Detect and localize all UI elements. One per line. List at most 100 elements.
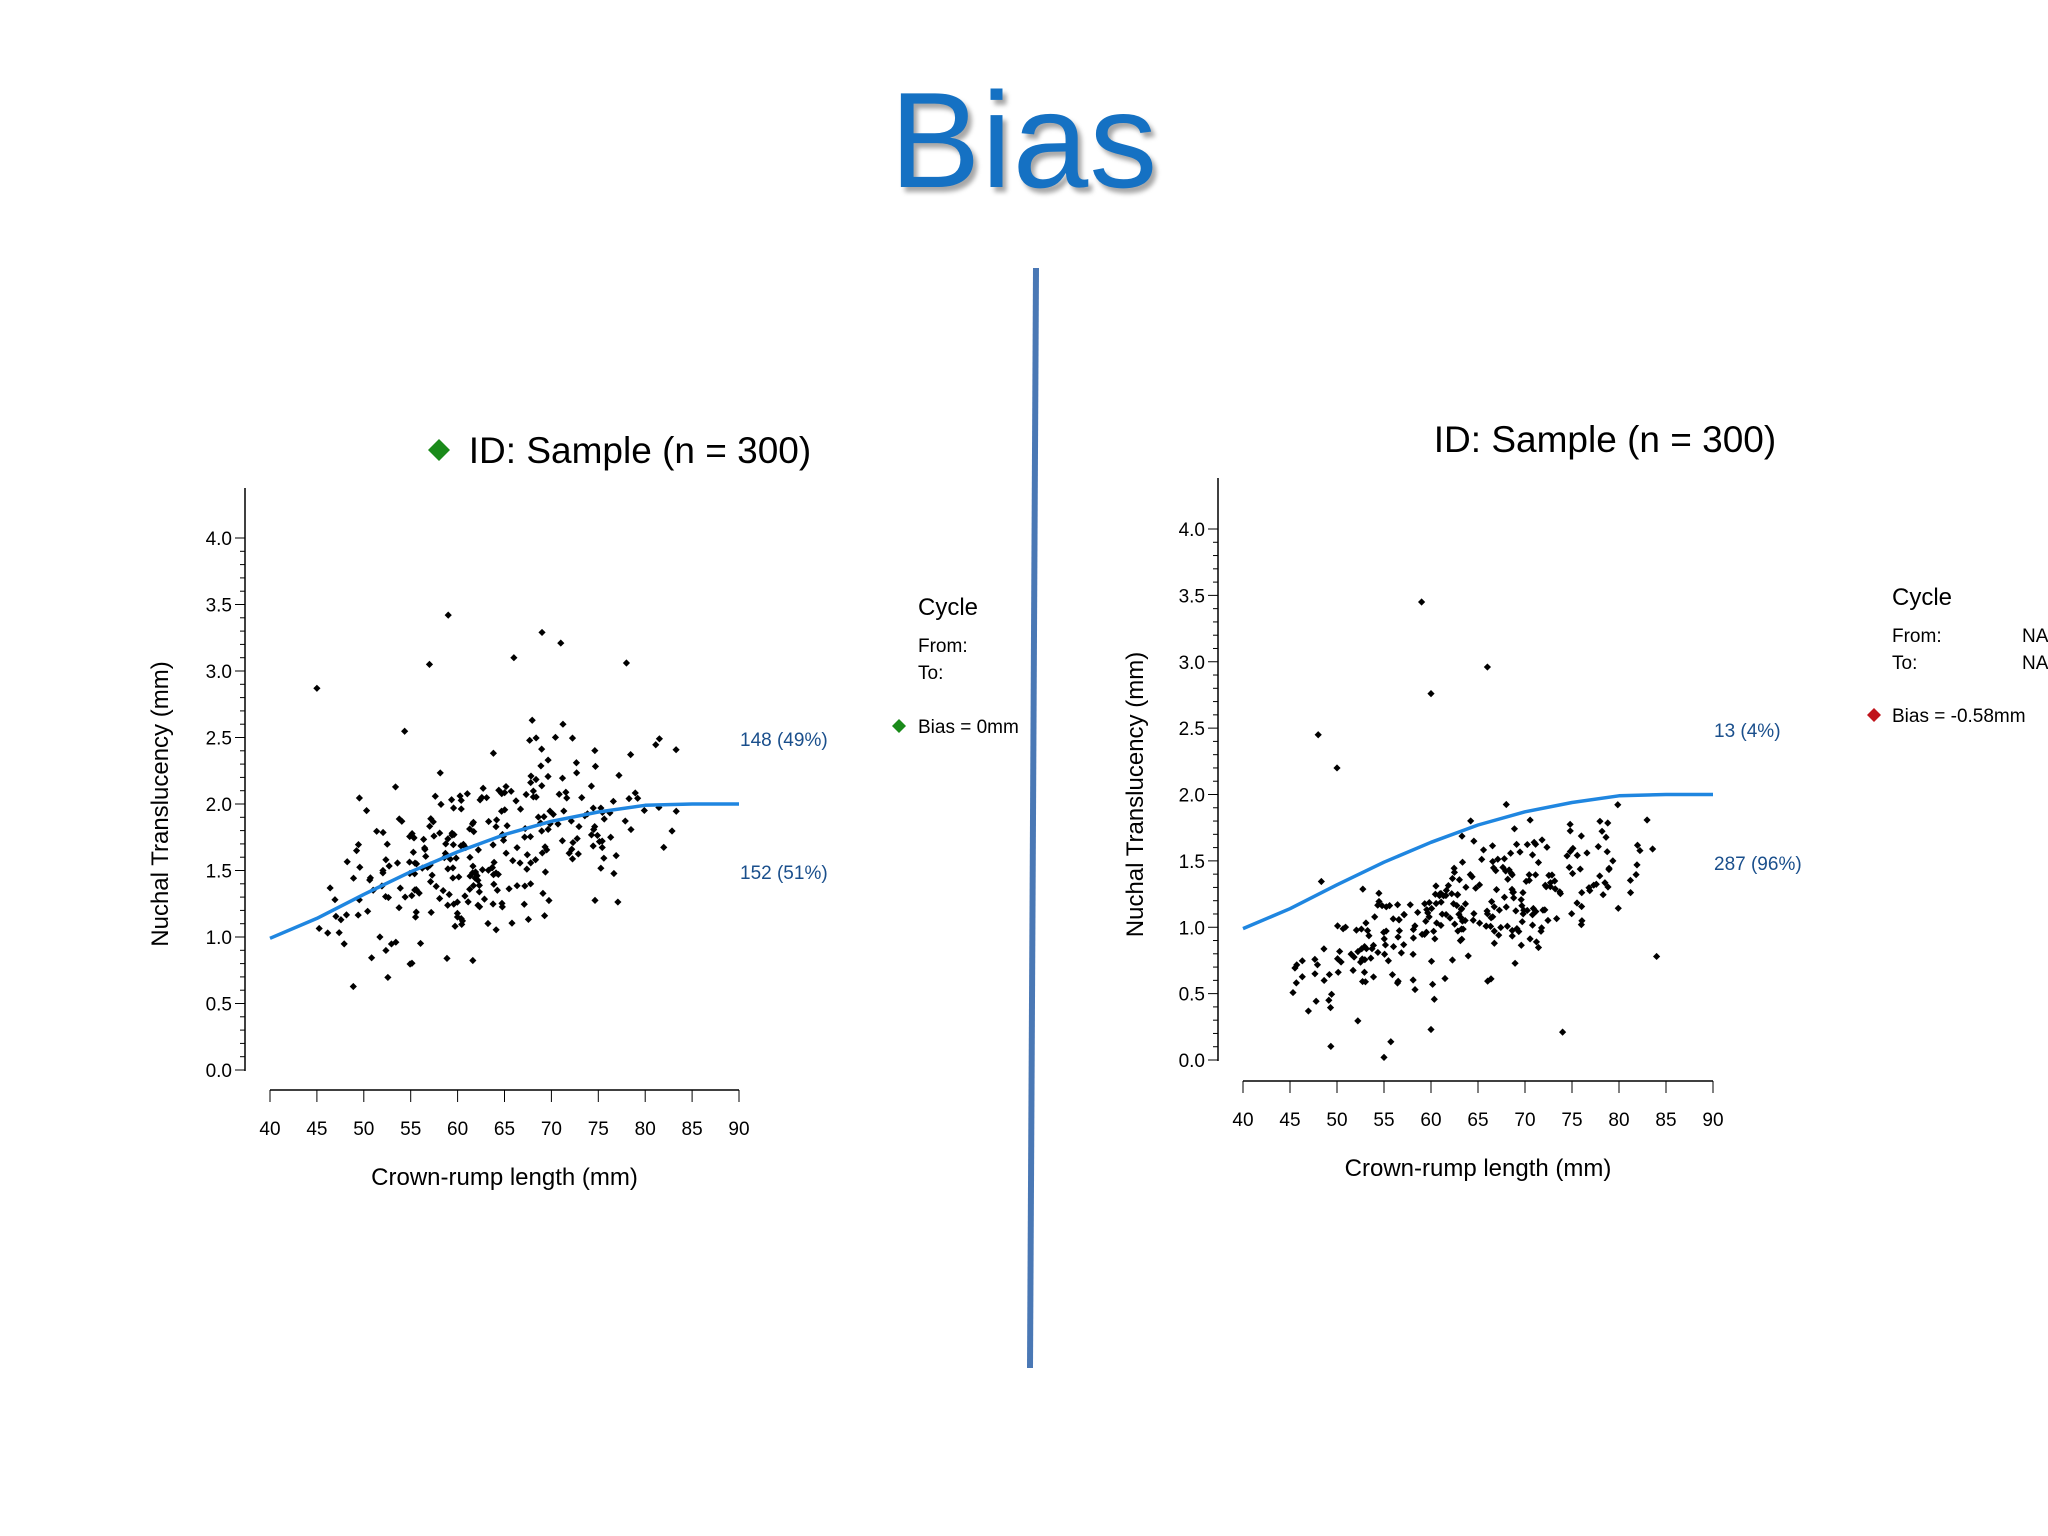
data-point bbox=[1500, 893, 1509, 901]
data-point bbox=[1414, 908, 1422, 917]
data-point bbox=[443, 954, 451, 962]
data-point bbox=[1653, 952, 1661, 961]
data-point bbox=[349, 982, 357, 991]
data-point bbox=[1449, 900, 1458, 908]
data-point bbox=[668, 827, 676, 835]
data-point bbox=[538, 849, 546, 857]
title-marker-diamond bbox=[428, 439, 450, 461]
y-tick-label: 2.0 bbox=[1179, 786, 1205, 807]
data-point bbox=[1380, 1053, 1388, 1061]
data-point bbox=[513, 882, 521, 890]
data-point bbox=[489, 900, 497, 908]
data-point bbox=[1569, 844, 1577, 852]
data-point bbox=[1349, 966, 1357, 974]
data-point bbox=[426, 878, 435, 886]
data-point bbox=[475, 881, 483, 889]
data-point bbox=[485, 817, 493, 826]
data-point bbox=[383, 840, 391, 848]
data-point bbox=[1358, 977, 1367, 986]
data-point bbox=[1380, 950, 1389, 958]
data-point bbox=[573, 769, 581, 777]
data-point bbox=[1510, 894, 1518, 902]
data-point bbox=[1541, 906, 1549, 914]
data-point bbox=[469, 956, 477, 965]
data-point bbox=[444, 865, 452, 873]
data-point bbox=[354, 841, 363, 849]
data-point bbox=[1632, 871, 1640, 879]
data-point bbox=[1544, 916, 1552, 925]
data-point bbox=[405, 858, 414, 866]
data-point bbox=[1484, 977, 1492, 985]
data-point bbox=[497, 807, 506, 815]
data-point bbox=[1425, 913, 1433, 921]
data-point bbox=[558, 774, 567, 782]
data-point bbox=[555, 790, 563, 798]
data-point bbox=[615, 771, 623, 779]
x-tick-label: 65 bbox=[494, 1119, 515, 1140]
data-point bbox=[1352, 926, 1361, 934]
data-point bbox=[432, 882, 440, 890]
x-tick-label: 85 bbox=[682, 1119, 703, 1140]
data-point bbox=[1489, 864, 1498, 872]
data-point bbox=[591, 896, 599, 904]
data-point bbox=[1313, 961, 1322, 969]
data-point bbox=[436, 829, 444, 837]
data-point bbox=[1423, 906, 1431, 914]
data-point bbox=[1409, 976, 1417, 984]
data-point bbox=[1437, 921, 1445, 929]
count-above-curve: 148 (49%) bbox=[740, 730, 828, 751]
data-point bbox=[1546, 883, 1554, 891]
data-point bbox=[1509, 888, 1518, 896]
data-point bbox=[1518, 918, 1526, 926]
data-point bbox=[1489, 857, 1497, 866]
data-point bbox=[1422, 917, 1430, 925]
data-point bbox=[1516, 848, 1524, 856]
data-point bbox=[1528, 911, 1537, 919]
data-point bbox=[393, 859, 402, 867]
data-point bbox=[1363, 926, 1372, 935]
data-point bbox=[1298, 973, 1306, 981]
data-point bbox=[384, 893, 393, 902]
data-point bbox=[1472, 884, 1480, 892]
data-point bbox=[1409, 934, 1418, 942]
data-point bbox=[411, 870, 419, 878]
data-point bbox=[469, 862, 477, 870]
data-point bbox=[528, 716, 536, 724]
y-tick-label: 0.5 bbox=[1179, 985, 1205, 1006]
data-point bbox=[1395, 916, 1403, 924]
data-point bbox=[415, 889, 423, 897]
data-point bbox=[1503, 922, 1511, 930]
data-point bbox=[408, 959, 416, 967]
x-tick-label: 40 bbox=[259, 1119, 280, 1140]
data-point bbox=[1400, 941, 1408, 949]
data-point bbox=[449, 804, 458, 812]
data-point bbox=[1380, 935, 1388, 943]
data-point bbox=[356, 863, 364, 871]
data-point bbox=[1457, 913, 1465, 922]
data-point bbox=[1320, 945, 1328, 953]
chart-title: ID: Sample (n = 300) bbox=[1434, 419, 1776, 460]
data-point bbox=[1446, 914, 1454, 922]
data-point bbox=[574, 850, 582, 858]
data-point bbox=[409, 848, 417, 856]
data-point bbox=[492, 823, 500, 831]
data-point bbox=[1529, 904, 1537, 913]
data-point bbox=[464, 898, 472, 906]
data-point bbox=[1543, 843, 1551, 851]
data-point bbox=[621, 817, 629, 825]
x-tick-label: 85 bbox=[1655, 1110, 1676, 1131]
data-point bbox=[1358, 955, 1366, 963]
data-point bbox=[1314, 731, 1322, 739]
data-point bbox=[1453, 901, 1461, 910]
data-point bbox=[1464, 952, 1472, 960]
y-tick-label: 4.0 bbox=[1179, 520, 1205, 541]
data-point bbox=[1358, 945, 1366, 953]
data-point bbox=[595, 838, 604, 846]
data-point bbox=[1458, 832, 1466, 840]
data-point bbox=[1576, 865, 1584, 873]
data-point bbox=[1541, 881, 1549, 889]
y-tick-label: 3.5 bbox=[206, 596, 232, 617]
data-point bbox=[1614, 904, 1622, 912]
data-point bbox=[1450, 868, 1459, 876]
y-tick-label: 1.5 bbox=[206, 862, 232, 883]
